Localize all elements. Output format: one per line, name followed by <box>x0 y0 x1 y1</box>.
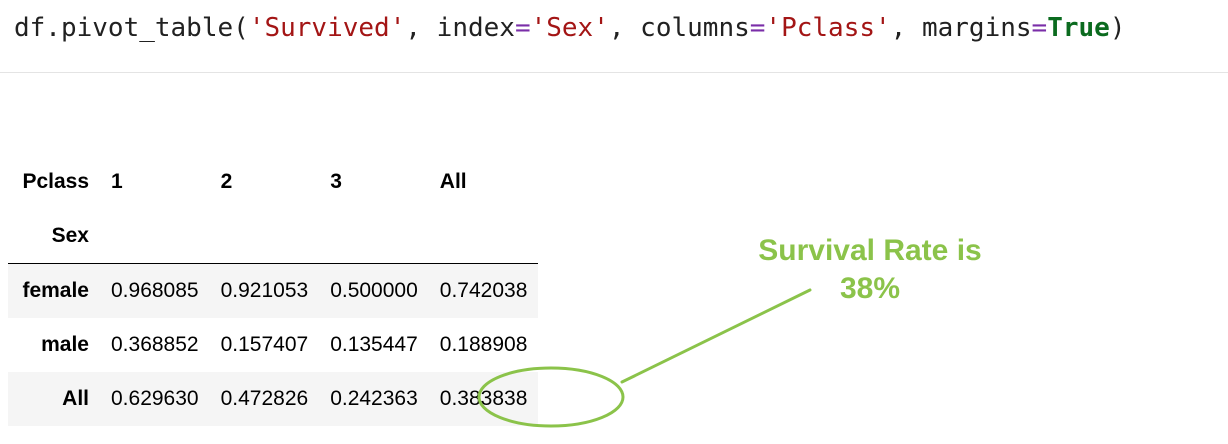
table-cell: 0.188908 <box>439 333 528 356</box>
code-operator: = <box>1031 13 1048 43</box>
column-header: 2 <box>220 170 233 193</box>
row-label: All <box>62 387 89 410</box>
highlighted-cell: 0.383838 <box>439 387 528 410</box>
code-token: , margins <box>890 13 1032 43</box>
code-token: ) <box>1109 13 1126 43</box>
annotation-line-1: Survival Rate is <box>758 234 982 267</box>
table-cell: 0.157407 <box>220 333 309 356</box>
code-token: , columns <box>608 13 750 43</box>
column-header: 1 <box>111 170 123 193</box>
pivot-table: Pclass 1 2 3 All Sex female 0.968085 0.9… <box>8 155 539 426</box>
table-row: All 0.629630 0.472826 0.242363 0.383838 <box>8 372 539 426</box>
row-label: female <box>22 279 89 302</box>
code-operator: = <box>514 13 531 43</box>
code-operator: = <box>749 13 766 43</box>
table-cell: 0.742038 <box>439 279 528 302</box>
table-row: female 0.968085 0.921053 0.500000 0.7420… <box>8 263 539 318</box>
code-string: 'Pclass' <box>765 13 891 43</box>
code-keyword: True <box>1047 13 1110 43</box>
code-token: df.pivot_table( <box>14 13 249 43</box>
table-cell: 0.135447 <box>330 333 418 356</box>
code-line: df.pivot_table('Survived', index='Sex', … <box>14 8 1125 48</box>
column-header: All <box>439 170 467 193</box>
table-cell: 0.242363 <box>330 387 418 410</box>
table-cell: 0.968085 <box>111 279 199 302</box>
columns-name: Pclass <box>22 170 89 193</box>
table-cell: 0.629630 <box>111 387 199 410</box>
row-label: male <box>41 333 89 356</box>
table-cell: 0.500000 <box>330 279 418 302</box>
column-header-row: Pclass 1 2 3 All <box>8 155 538 209</box>
code-string: 'Survived' <box>248 13 406 43</box>
annotation-line-2: 38% <box>839 272 901 305</box>
table-cell: 0.472826 <box>220 387 309 410</box>
table-cell: 0.921053 <box>220 279 309 302</box>
code-cell[interactable]: df.pivot_table('Survived', index='Sex', … <box>0 0 1228 73</box>
index-name: Sex <box>51 224 89 247</box>
column-header: 3 <box>330 170 342 193</box>
annotation-label: Survival Rate is 38% <box>720 232 1020 308</box>
index-header-row: Sex <box>8 209 539 264</box>
table-cell: 0.368852 <box>111 333 199 356</box>
code-token: , index <box>405 13 515 43</box>
table-row: male 0.368852 0.157407 0.135447 0.188908 <box>8 318 538 372</box>
code-string: 'Sex' <box>530 13 609 43</box>
